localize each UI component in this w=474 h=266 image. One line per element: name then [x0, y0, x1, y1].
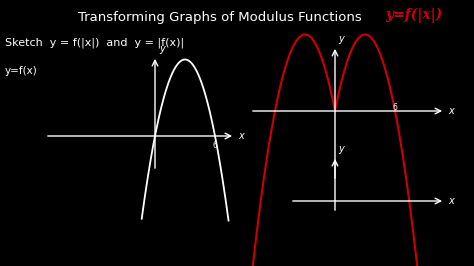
Text: y: y	[159, 44, 165, 54]
Text: 6: 6	[392, 103, 397, 112]
Text: Transforming Graphs of Modulus Functions: Transforming Graphs of Modulus Functions	[78, 11, 362, 24]
Text: x: x	[448, 196, 454, 206]
Text: 6: 6	[212, 141, 218, 150]
Text: Sketch  y = f(|x|)  and  y = |f(x)|: Sketch y = f(|x|) and y = |f(x)|	[5, 38, 184, 48]
Text: y: y	[338, 34, 344, 44]
Text: y: y	[338, 144, 344, 154]
Text: x: x	[448, 106, 454, 116]
Text: x: x	[238, 131, 244, 141]
Text: y=f(x): y=f(x)	[5, 66, 38, 76]
Text: y=f(|x|): y=f(|x|)	[385, 8, 442, 23]
